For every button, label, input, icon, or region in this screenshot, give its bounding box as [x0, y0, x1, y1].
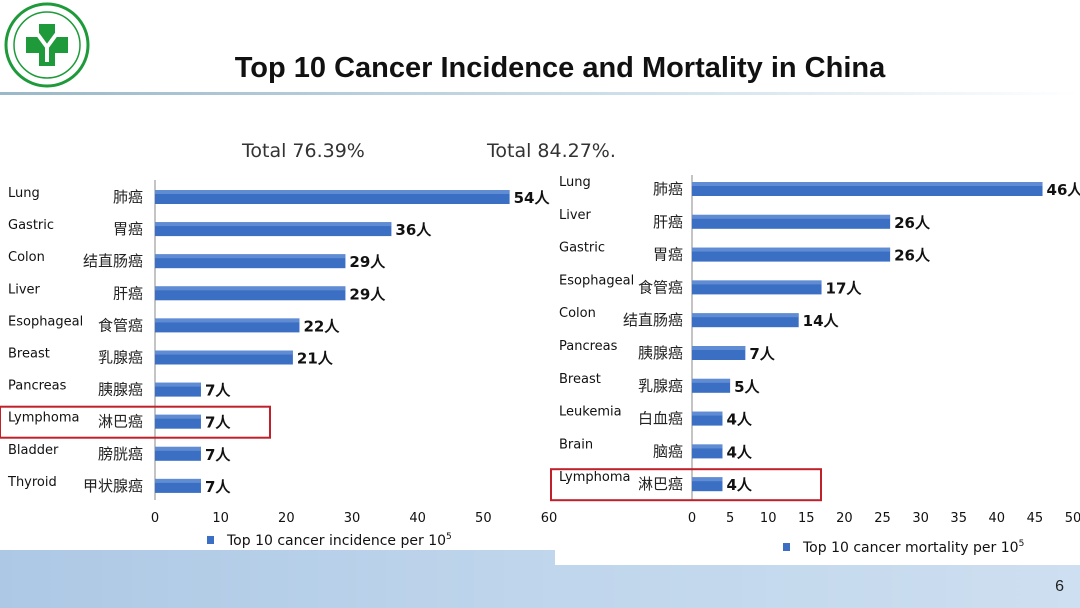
chart1-x-tick: 40: [989, 511, 1006, 526]
chart1-category-label: Breast: [559, 372, 601, 387]
chart1-category-label-zh: 肺癌: [653, 180, 683, 198]
chart1-bar-highlight: [692, 346, 745, 350]
chart1-value-label: 5人: [734, 378, 760, 396]
chart1-x-tick: 50: [1065, 511, 1080, 526]
page-number: 6: [1055, 578, 1064, 596]
chart1-category-label-zh: 胰腺癌: [638, 344, 683, 362]
chart1-category-label-zh: 淋巴癌: [638, 475, 683, 493]
chart1-bar-highlight: [692, 444, 722, 448]
chart1-category-label-zh: 结直肠癌: [623, 311, 683, 329]
chart1-category-label: Leukemia: [559, 405, 622, 420]
chart1-value-label: 4人: [726, 411, 752, 429]
chart1-x-tick: 5: [726, 511, 734, 526]
chart1-bar-highlight: [692, 215, 890, 219]
chart1-legend-label: Top 10 cancer mortality per 105: [802, 539, 1024, 556]
chart1-value-label: 26人: [894, 247, 931, 265]
chart1-value-label: 46人: [1047, 181, 1080, 199]
chart1-category-label: Pancreas: [559, 339, 618, 354]
chart1-bar-highlight: [692, 477, 722, 481]
chart1-bar-highlight: [692, 313, 799, 317]
chart1-x-tick: 25: [874, 511, 891, 526]
chart1-category-label-zh: 肝癌: [653, 213, 683, 231]
chart1-category-label-zh: 乳腺癌: [638, 377, 683, 395]
chart1-x-tick: 10: [760, 511, 777, 526]
chart1-bar-highlight: [692, 412, 722, 416]
chart1-bar-highlight: [692, 182, 1043, 186]
chart1-category-label: Gastric: [559, 241, 605, 256]
chart1-value-label: 7人: [749, 345, 775, 363]
chart1-category-label-zh: 食管癌: [638, 278, 683, 296]
chart1-bar-highlight: [692, 248, 890, 252]
chart1-category-label: Lymphoma: [559, 470, 630, 485]
chart1-legend-swatch: [783, 543, 790, 551]
chart1-category-label: Lung: [559, 175, 591, 190]
chart1-value-label: 4人: [726, 476, 752, 494]
chart1-category-label: Liver: [559, 208, 592, 223]
chart1-category-label-zh: 白血癌: [638, 410, 683, 428]
chart1-value-label: 14人: [803, 312, 840, 330]
chart1-category-label: Colon: [559, 306, 596, 321]
chart1-category-label-zh: 胃癌: [653, 246, 683, 264]
chart1-value-label: 26人: [894, 214, 931, 232]
chart1-x-tick: 20: [836, 511, 853, 526]
chart1-category-label: Brain: [559, 437, 593, 452]
mortality-bar-chart: 0 5 10 15 20 25 30 35 40 45 50 Lung 肺癌 46人 Liver 肝癌 26人 G…: [0, 0, 1080, 608]
chart1-bar-highlight: [692, 379, 730, 383]
chart1-x-tick: 15: [798, 511, 815, 526]
chart1-bar-highlight: [692, 280, 822, 284]
chart1-x-tick: 30: [912, 511, 929, 526]
chart1-x-tick: 0: [688, 511, 696, 526]
chart1-category-label-zh: 脑癌: [653, 442, 683, 460]
chart1-value-label: 17人: [826, 279, 863, 297]
chart1-x-tick: 35: [950, 511, 967, 526]
chart1-category-label: Esophageal: [559, 273, 634, 288]
chart1-value-label: 4人: [726, 443, 752, 461]
chart1-x-tick: 45: [1027, 511, 1044, 526]
